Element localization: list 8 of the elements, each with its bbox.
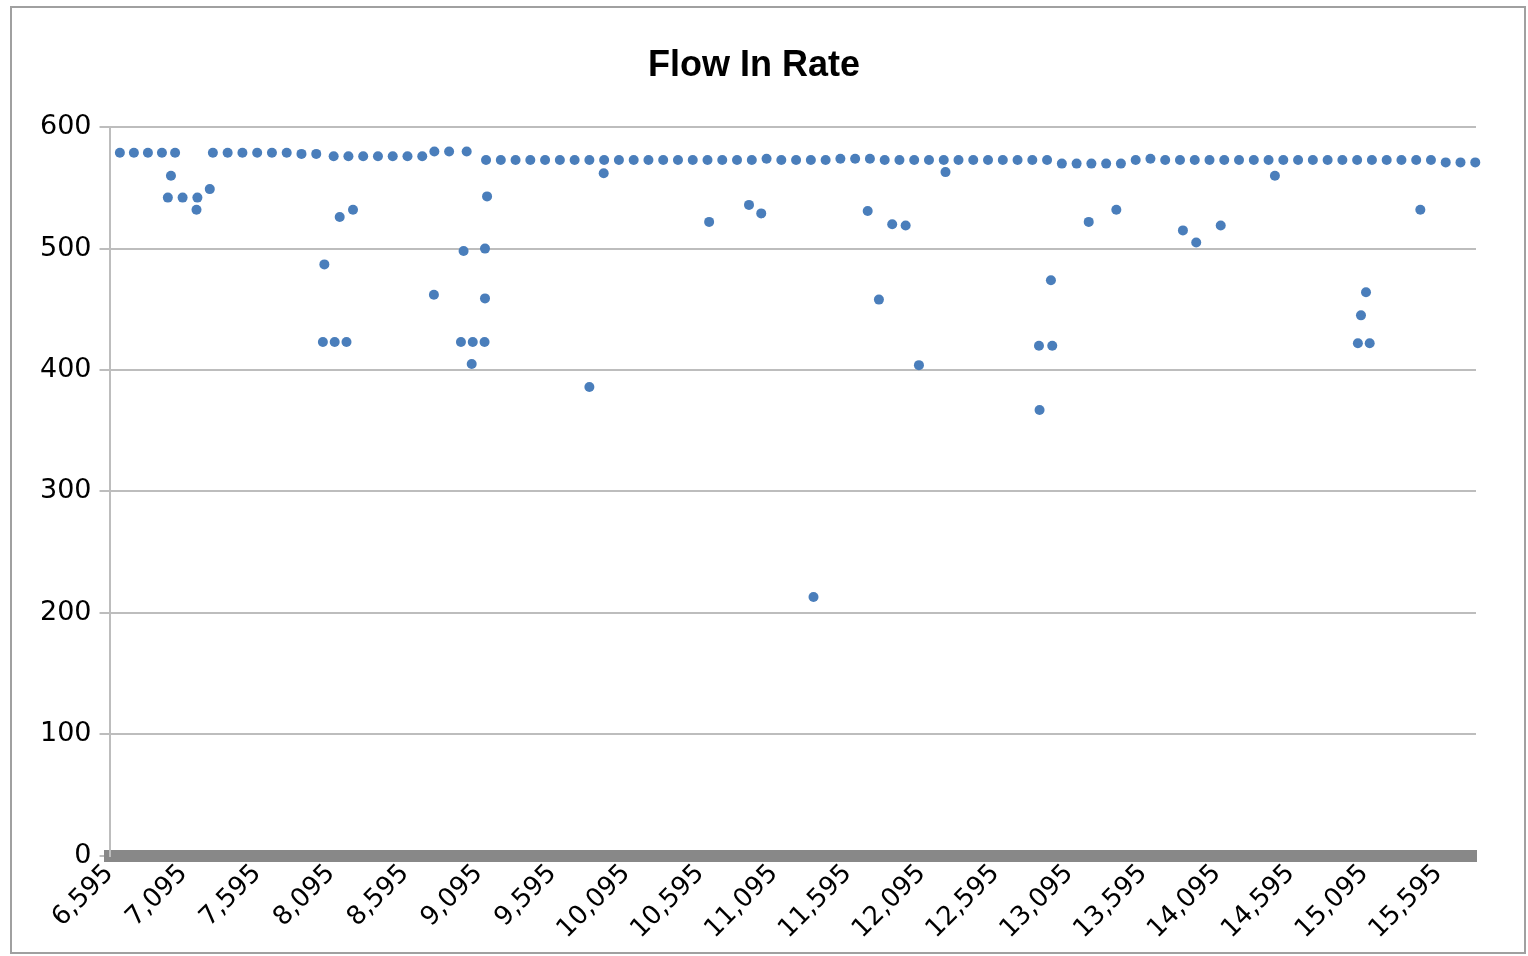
chart-title: Flow In Rate: [647, 42, 861, 84]
y-tick-label: 400: [39, 352, 92, 384]
y-tick-label: 300: [39, 473, 92, 505]
y-tick-label: 100: [39, 716, 92, 748]
y-tick-label: 0: [74, 837, 92, 869]
y-tick-label: 500: [39, 230, 92, 262]
y-tick-label: 200: [39, 594, 92, 626]
y-tick-label: 600: [39, 109, 92, 141]
